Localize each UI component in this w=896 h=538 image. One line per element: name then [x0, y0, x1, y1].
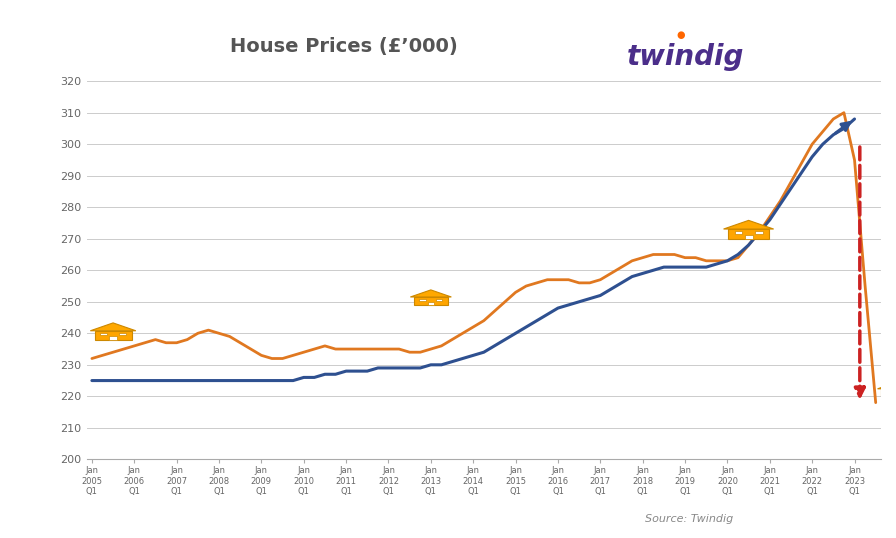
Bar	[119, 333, 125, 335]
Bar	[427, 302, 435, 305]
Bar	[419, 299, 426, 301]
Bar	[436, 299, 443, 301]
Bar	[893, 393, 896, 397]
Text: House Prices (£’000): House Prices (£’000)	[229, 37, 457, 55]
Bar	[100, 333, 108, 335]
Text: ●: ●	[676, 30, 685, 40]
Text: twindig: twindig	[627, 43, 745, 70]
Bar	[755, 231, 762, 233]
Bar	[414, 297, 447, 305]
Bar	[886, 391, 892, 392]
Bar	[881, 389, 896, 397]
Polygon shape	[877, 382, 896, 389]
Bar	[735, 231, 742, 233]
Polygon shape	[410, 290, 452, 297]
Polygon shape	[90, 323, 136, 331]
Bar	[728, 229, 769, 239]
Bar	[95, 331, 132, 339]
Bar	[745, 235, 753, 239]
Text: Source: Twindig: Source: Twindig	[645, 514, 733, 524]
Polygon shape	[724, 221, 773, 229]
Bar	[109, 336, 116, 339]
